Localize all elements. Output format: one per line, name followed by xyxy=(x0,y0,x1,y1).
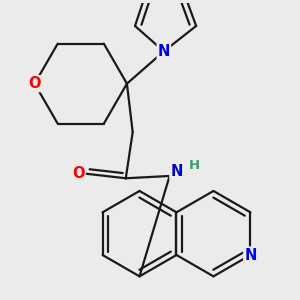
Text: N: N xyxy=(244,248,256,262)
Text: H: H xyxy=(188,159,200,172)
Text: N: N xyxy=(170,164,183,179)
Text: O: O xyxy=(28,76,41,91)
Text: N: N xyxy=(158,44,170,59)
Text: O: O xyxy=(72,166,85,181)
